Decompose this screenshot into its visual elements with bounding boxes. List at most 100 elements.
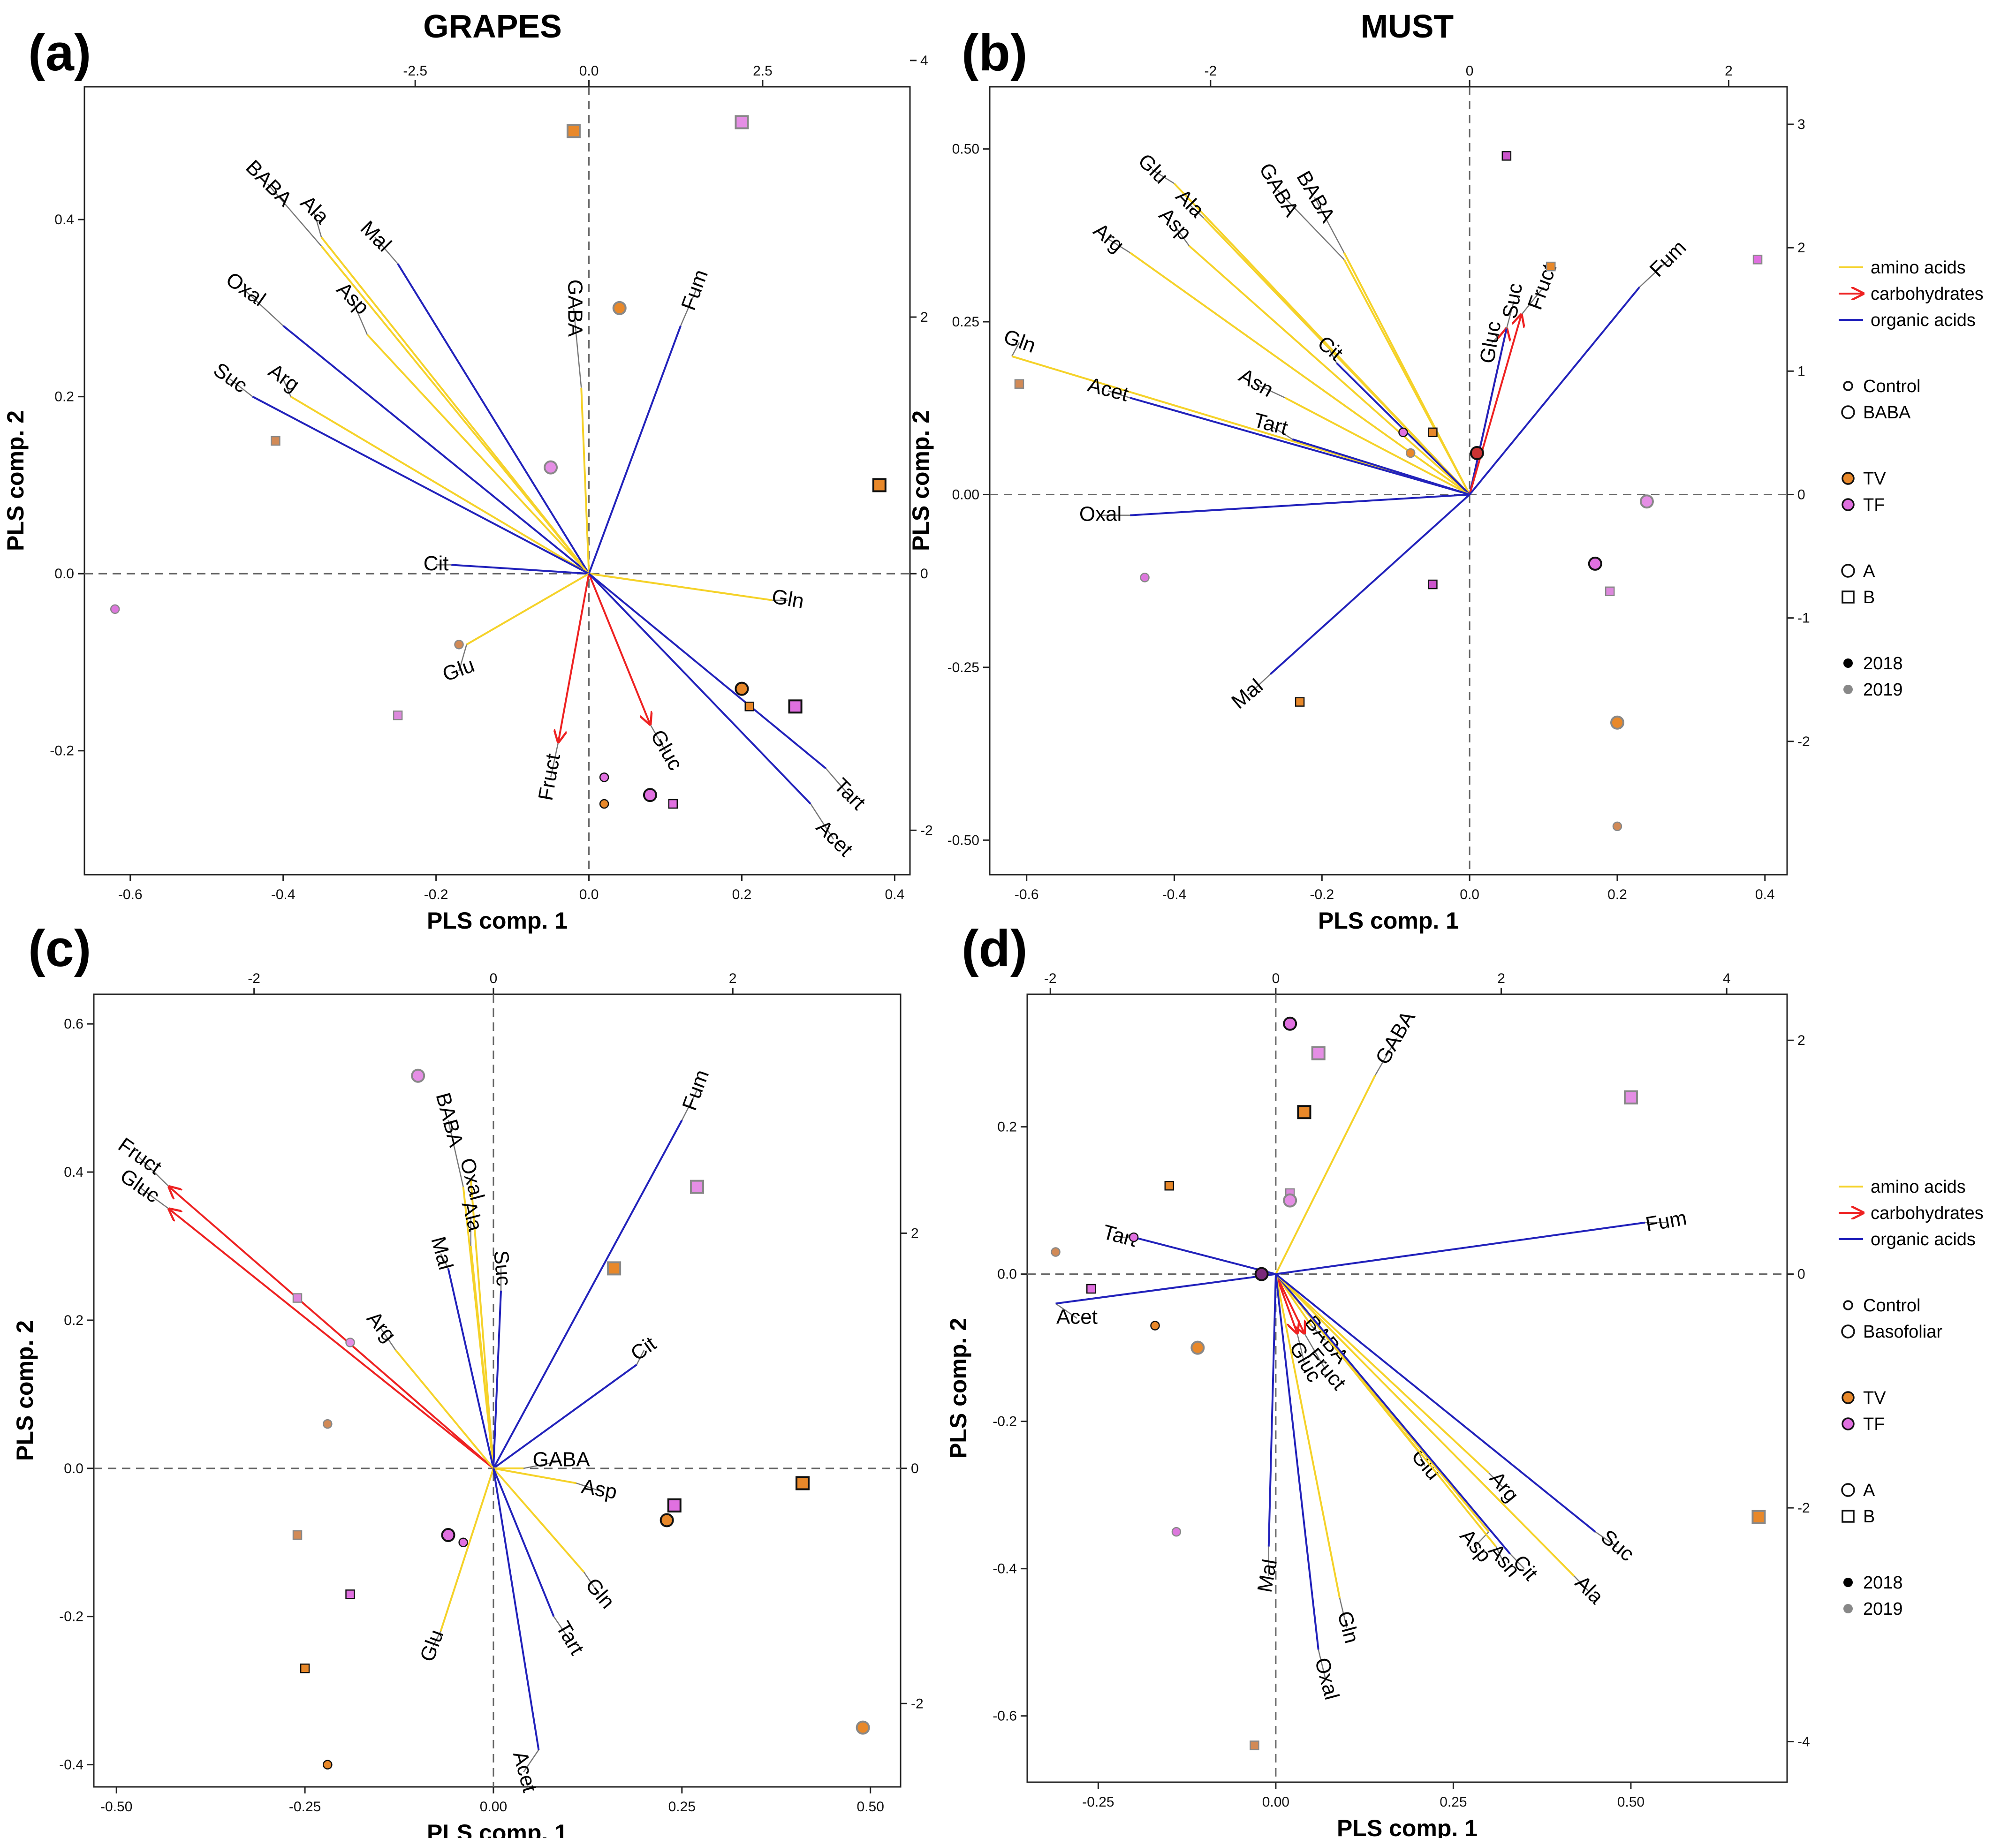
x-tick-label: -0.25 [1082, 1794, 1114, 1810]
loading-leader-glu [1152, 169, 1175, 184]
plot-frame [1026, 993, 1788, 1783]
plot-frame [83, 86, 911, 876]
loading-arrow-fruct [169, 1187, 494, 1469]
legend-symbol [1842, 1417, 1855, 1430]
score-point [544, 460, 558, 475]
loading-leader-baba [1314, 197, 1345, 253]
legend-label: carbohydrates [1871, 1203, 1984, 1223]
score-point [1190, 1340, 1205, 1355]
loading-leader-asn [1255, 383, 1286, 399]
score-point [1546, 261, 1556, 272]
loading-leader-suc [1595, 1531, 1617, 1547]
score-point [1283, 1193, 1297, 1208]
loading-arrow-ala [1203, 217, 1470, 495]
loading-leader-glu [432, 1631, 441, 1647]
loading-leader-baba [267, 183, 322, 247]
loading-leader-cit [636, 1349, 645, 1365]
loading-leader-tart [1270, 425, 1293, 440]
score-point [1428, 427, 1438, 438]
score-point [1297, 1105, 1311, 1119]
loading-arrow-ala [470, 1246, 494, 1469]
score-point [1140, 573, 1150, 582]
loading-leader-fum [681, 1090, 698, 1121]
score-point [612, 301, 627, 315]
x-tick-label: -0.2 [1310, 887, 1334, 902]
score-point [1605, 586, 1615, 597]
loading-leader-acet [523, 1749, 539, 1773]
y-axis-label: PLS comp. 2 [945, 1318, 971, 1459]
score-point [292, 1293, 303, 1303]
loading-arrow-glu [440, 1468, 494, 1632]
loading-leader-arg [1107, 238, 1130, 253]
loading-leader-glu [458, 644, 468, 672]
score-point [1150, 1321, 1160, 1331]
loading-leader-acet [810, 803, 834, 840]
score-point [1254, 1267, 1269, 1281]
score-point [300, 1664, 310, 1673]
y-tick-label: -0.4 [59, 1757, 83, 1773]
y-axis-label: PLS comp. 2 [2, 410, 29, 551]
loading-arrow-asp [366, 334, 590, 575]
legend-label: B [1863, 588, 1875, 607]
plot-frame [93, 993, 902, 1788]
loading-arrow-arg [394, 1349, 494, 1469]
x-tick-label: -0.4 [1162, 887, 1187, 902]
loading-arrow-fum [493, 1119, 683, 1469]
legend: amino acids carbohydrates organic acids Con… [1839, 258, 1984, 700]
loading-leader-ala [1573, 1575, 1589, 1591]
score-point [643, 788, 657, 802]
x-tick-label: 0.4 [1755, 887, 1775, 902]
loading-arrow-ala [1275, 1273, 1575, 1577]
loading-arrow-fruct [558, 573, 590, 742]
top-tick-label: 2.5 [753, 63, 773, 79]
loading-arrow-acet [1129, 397, 1470, 496]
loading-leader-gluc [649, 724, 666, 751]
score-point [1588, 556, 1602, 571]
loading-leader-acet [1107, 390, 1130, 399]
y-tick-label: 0.50 [952, 142, 979, 157]
loading-leader-gaba [1277, 190, 1345, 260]
y-tick-label: -0.2 [993, 1414, 1017, 1430]
legend-label: amino acids [1871, 258, 1966, 278]
score-point [1311, 1046, 1326, 1060]
loading-label: GABA [563, 280, 586, 337]
x-tick-label: -0.6 [1015, 887, 1039, 902]
x-tick-label: -0.25 [289, 1799, 321, 1815]
score-point [599, 772, 609, 782]
loading-arrow-mal [1267, 1274, 1277, 1547]
score-point [454, 639, 464, 650]
score-point [1639, 494, 1654, 509]
score-point [292, 1530, 303, 1540]
x-tick-label: 0.00 [1262, 1794, 1289, 1810]
loading-leader-asp [1174, 225, 1190, 246]
loading-arrow-suc [492, 1290, 502, 1468]
loading-arrow-mal [397, 263, 590, 575]
score-point [872, 478, 887, 492]
loading-arrow-asp [493, 1467, 577, 1484]
score-point [1428, 579, 1438, 590]
y-tick-label: 0.2 [997, 1119, 1017, 1135]
loading-arrow-cit [451, 564, 589, 575]
legend-label: 2018 [1863, 1573, 1903, 1593]
score-point [1501, 151, 1512, 161]
legend-label: carbohydrates [1871, 284, 1984, 304]
y-tick-label: 0.2 [54, 389, 74, 405]
y-tick-label: 0.4 [54, 212, 74, 227]
y-tick-label: -0.2 [59, 1609, 83, 1625]
y-tick-label: -0.4 [993, 1561, 1017, 1577]
loading-leader-tart [553, 1616, 569, 1639]
legend-label: Control [1863, 377, 1921, 396]
panel-letter: (c) [28, 920, 91, 977]
loading-leader-mal [440, 1253, 449, 1269]
score-point [458, 1537, 468, 1548]
score-point [667, 1498, 682, 1513]
score-point [1164, 1180, 1175, 1191]
score-point [411, 1068, 425, 1083]
loading-leader-fum [680, 290, 697, 326]
legend-symbol [1841, 1483, 1855, 1497]
panel-title: GRAPES [423, 8, 562, 45]
x-tick-label: -0.6 [118, 887, 143, 902]
loading-label: GABA [532, 1448, 590, 1471]
score-point [441, 1528, 455, 1542]
